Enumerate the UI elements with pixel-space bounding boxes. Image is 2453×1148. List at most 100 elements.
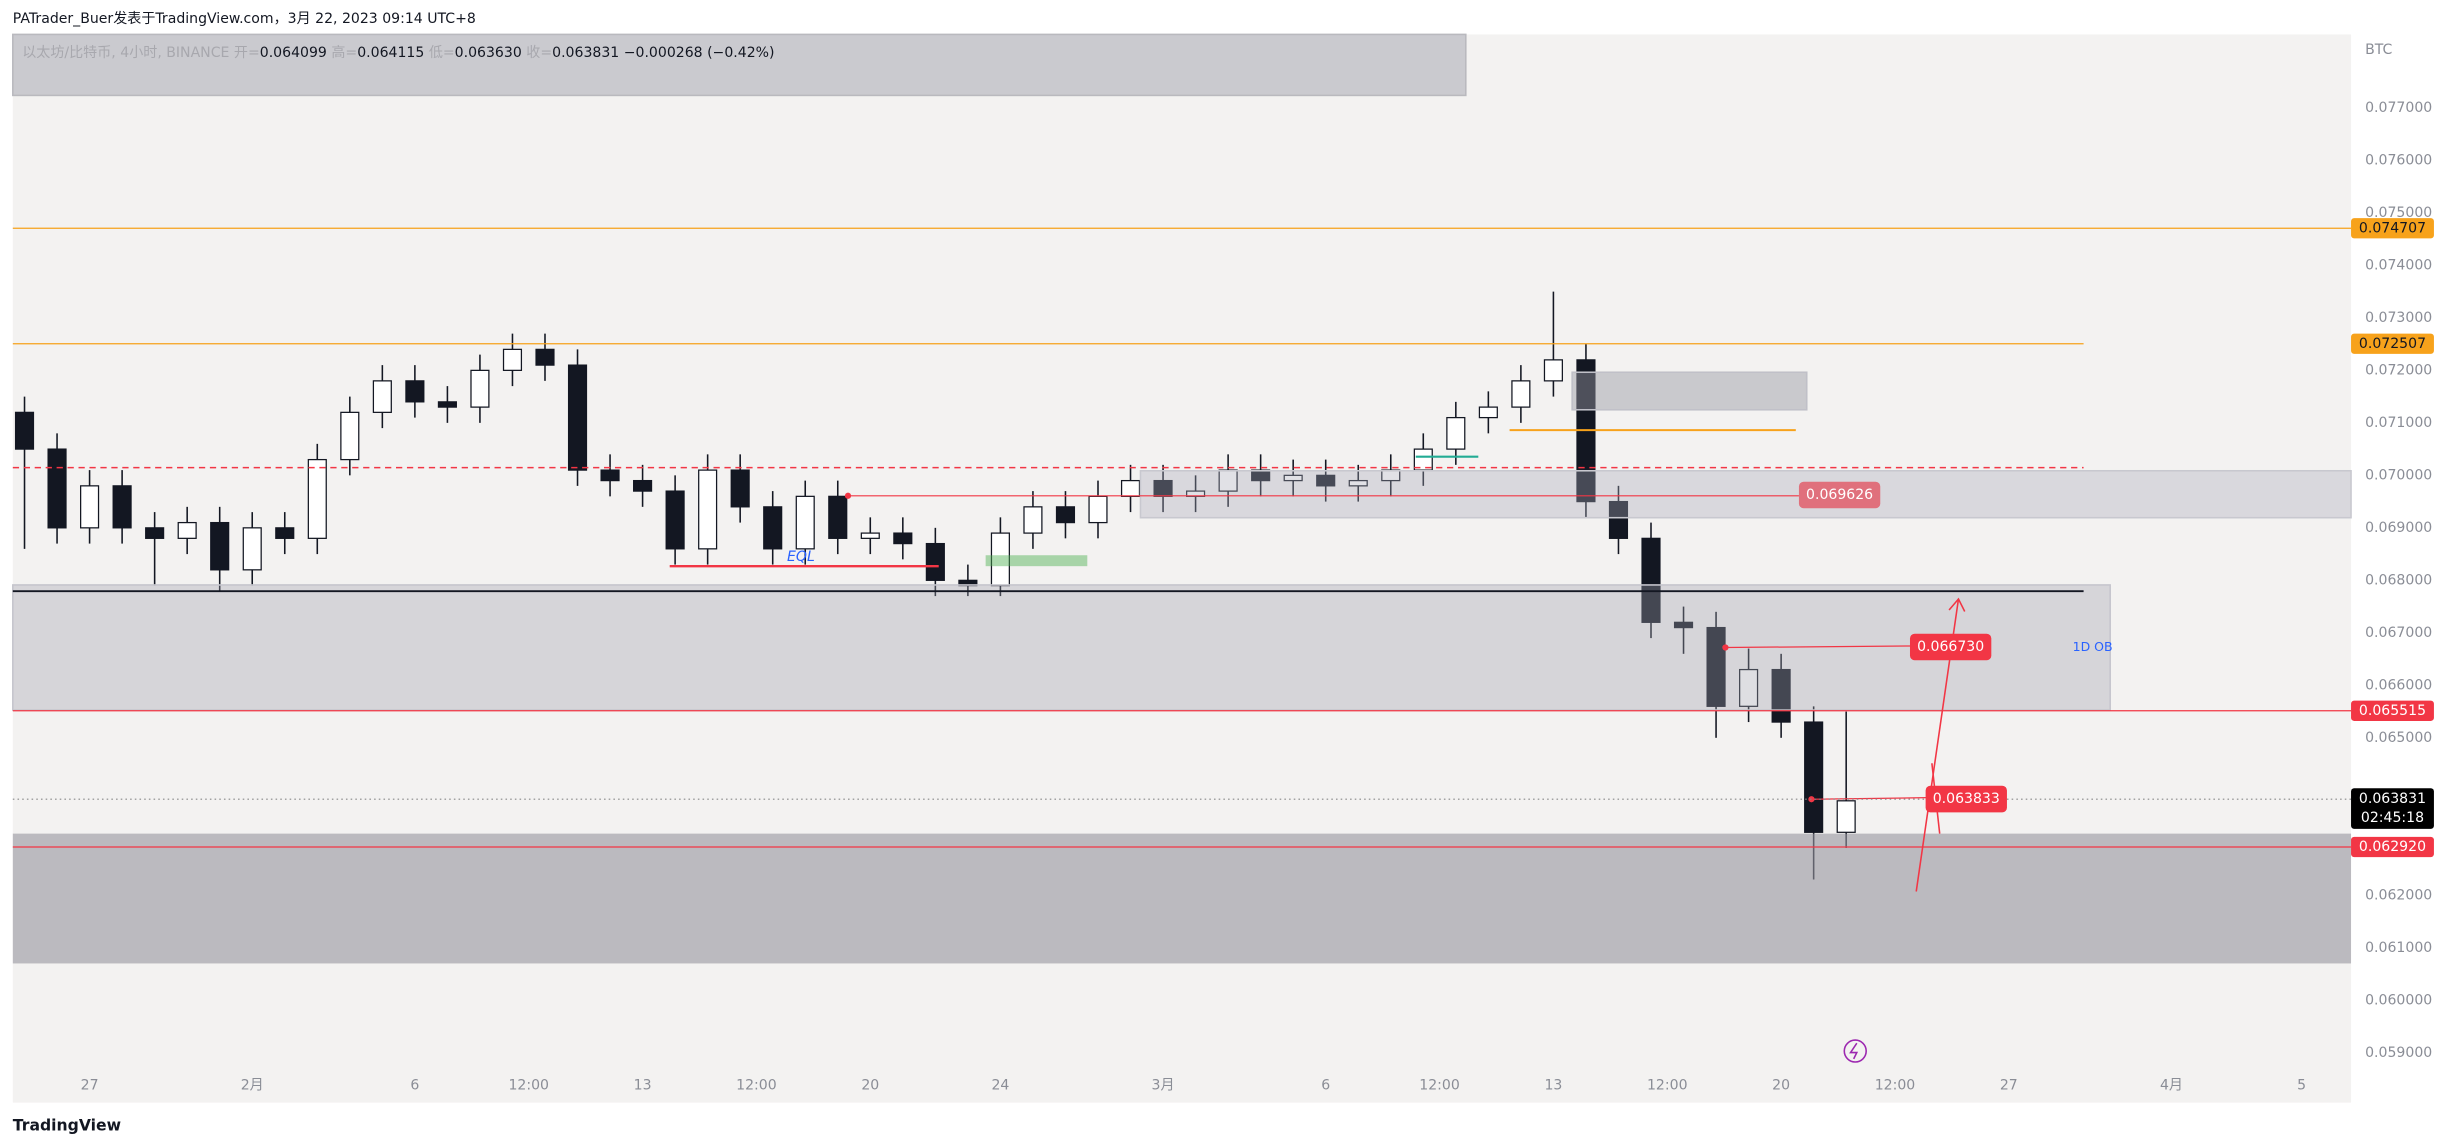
price-tag (2351, 836, 2434, 858)
candle-body (1055, 506, 1076, 524)
price-tag (2351, 333, 2434, 354)
legend-value: 0.063630 (455, 45, 522, 61)
last-price-tag (2351, 788, 2434, 829)
candle-body (405, 380, 425, 403)
legend: 以太坊/比特币, 4小时, BINANCE 开=0.064099 高=0.064… (22, 44, 774, 61)
callout-label: 0.069626 (1806, 487, 1873, 503)
candle-body (1706, 626, 1726, 707)
candle-body (1739, 668, 1759, 707)
supply-zone (1139, 469, 2352, 519)
callout-box (1798, 481, 1881, 509)
candle-body (600, 469, 620, 482)
candle-body (307, 458, 327, 539)
candle-body (828, 495, 848, 539)
demand-zone (12, 833, 2352, 964)
y-tick-label: 0.072000 (2365, 362, 2432, 378)
candle-body (1088, 495, 1108, 524)
callout-box (1909, 633, 1992, 661)
candle-body (242, 527, 262, 571)
candle-body (1641, 537, 1661, 623)
price-tag (2351, 700, 2434, 721)
x-tick-label: 12:00 (1875, 1077, 1916, 1093)
green-zone (985, 555, 1088, 567)
candle-body (1673, 621, 1694, 629)
legend-change: −0.000268 (−0.42%) (624, 45, 775, 61)
y-tick-label: 0.061000 (2365, 940, 2432, 956)
y-tick-label: 0.070000 (2365, 467, 2432, 483)
x-tick-label: 13 (1544, 1077, 1562, 1093)
small-zone (1571, 371, 1808, 411)
x-tick-label: 4月 (2160, 1077, 2183, 1093)
y-tick-label: 0.059000 (2365, 1045, 2432, 1061)
price-tag-label: 0.074707 (2359, 220, 2426, 236)
price-tag (2351, 218, 2434, 239)
x-tick-label: 24 (991, 1077, 1009, 1093)
candle-body (80, 485, 100, 529)
candle-body (730, 469, 750, 508)
candle-body (925, 542, 945, 581)
y-tick-label: 0.060000 (2365, 992, 2432, 1008)
candle-body (1348, 479, 1368, 487)
candle-body (112, 485, 132, 529)
y-tick-label: 0.065000 (2365, 730, 2432, 746)
x-tick-label: 2月 (241, 1077, 264, 1093)
legend-key: 收= (526, 45, 552, 61)
currency: BTC (2365, 42, 2392, 58)
x-tick-label: 12:00 (1647, 1077, 1688, 1093)
price-tag-label: 0.072507 (2359, 336, 2426, 352)
x-tick-label: 6 (410, 1077, 419, 1093)
candle-body (502, 348, 523, 371)
ray-dot (844, 492, 852, 499)
candle-body (860, 532, 880, 539)
candle-body (893, 532, 913, 545)
candle-body (1804, 721, 1824, 833)
y-tick-label: 0.076000 (2365, 152, 2432, 168)
x-tick-label: 20 (1772, 1077, 1790, 1093)
candle-body (372, 380, 392, 413)
candle-body (47, 448, 67, 529)
legend-key: 高= (331, 44, 357, 61)
x-tick-label: 5 (2297, 1077, 2306, 1093)
candle-body (1836, 800, 1856, 833)
candle-body (1608, 500, 1629, 539)
y-tick-label: 0.062000 (2365, 887, 2432, 903)
candle-body (1316, 474, 1336, 487)
countdown: 02:45:18 (2361, 810, 2424, 826)
y-tick-label: 0.068000 (2365, 572, 2432, 588)
x-tick-label: 27 (81, 1077, 99, 1093)
candle-body (1023, 506, 1043, 534)
candle-body (1478, 406, 1498, 419)
callout-label: 0.063833 (1933, 791, 2000, 807)
candle-body (177, 521, 197, 539)
candle-body (1186, 490, 1206, 497)
x-tick-label: 12:00 (736, 1077, 777, 1093)
brand: TradingView (13, 1116, 121, 1135)
candle-body (1120, 479, 1141, 497)
candle-body (665, 490, 685, 550)
x-tick-label: 13 (634, 1077, 652, 1093)
alert-icon (1843, 1039, 1867, 1063)
candle-body (437, 401, 457, 408)
y-tick-label: 0.073000 (2365, 310, 2432, 326)
ray-dot (1722, 644, 1729, 651)
legend-key: 低= (429, 45, 455, 61)
ray (1811, 797, 1928, 800)
candle-body (698, 469, 718, 550)
y-tick-label: 0.069000 (2365, 520, 2432, 536)
candle-body (1153, 479, 1173, 497)
legend-key: 开= (234, 45, 260, 61)
candle-body (1446, 416, 1466, 450)
x-tick-label: 20 (861, 1077, 879, 1093)
x-tick-label: 3月 (1152, 1077, 1175, 1093)
candle-body (567, 364, 588, 471)
y-tick-label: 0.066000 (2365, 677, 2432, 693)
x-tick-label: 27 (2000, 1077, 2018, 1093)
candle-body (1283, 474, 1303, 482)
legend-value: 0.063831 (552, 45, 619, 61)
candle-body (1511, 380, 1531, 408)
byline: PATrader_Buer发表于TradingView.com，3月 22, 2… (13, 11, 476, 27)
callout-box (1925, 785, 2007, 813)
x-tick-label: 6 (1321, 1077, 1330, 1093)
